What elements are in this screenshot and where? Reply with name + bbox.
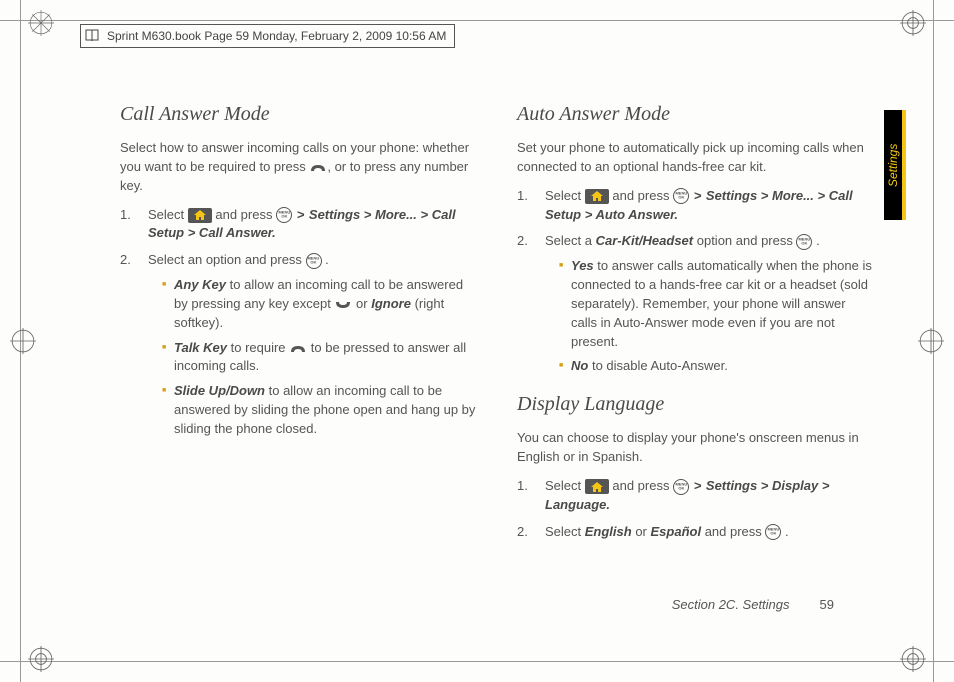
bullet-item: No to disable Auto-Answer. bbox=[559, 357, 874, 376]
step-item: 2. Select an option and press MENUOK . A… bbox=[138, 251, 477, 439]
intro-text: You can choose to display your phone's o… bbox=[517, 429, 874, 467]
book-header-text: Sprint M630.book Page 59 Monday, Februar… bbox=[107, 29, 446, 43]
bullet-item: Talk Key to require to be pressed to ans… bbox=[162, 339, 477, 377]
registration-mark-icon bbox=[900, 646, 926, 672]
registration-mark-icon bbox=[28, 646, 54, 672]
menu-ok-icon: MENUOK bbox=[796, 234, 812, 250]
registration-mark-icon bbox=[28, 10, 54, 36]
footer-page-number: 59 bbox=[820, 597, 834, 612]
step-item: 1. Select and press MENUOK > Settings > … bbox=[535, 477, 874, 515]
book-header: Sprint M630.book Page 59 Monday, Februar… bbox=[80, 24, 455, 48]
side-tab: Settings bbox=[884, 110, 906, 220]
end-key-icon bbox=[334, 298, 352, 311]
step-item: 1. Select and press MENUOK > Settings > … bbox=[535, 187, 874, 225]
heading-display-language: Display Language bbox=[517, 390, 874, 419]
home-key-icon bbox=[188, 208, 212, 223]
bullet-item: Yes to answer calls automatically when t… bbox=[559, 257, 874, 351]
home-key-icon bbox=[585, 479, 609, 494]
side-tab-accent bbox=[902, 110, 906, 220]
menu-ok-icon: MENUOK bbox=[276, 207, 292, 223]
menu-ok-icon: MENUOK bbox=[306, 253, 322, 269]
step-item: 1. Select and press MENUOK > Settings > … bbox=[138, 206, 477, 244]
talk-key-icon bbox=[289, 342, 307, 355]
menu-ok-icon: MENUOK bbox=[673, 188, 689, 204]
registration-mark-icon bbox=[900, 10, 926, 36]
step-item: 2. Select a Car-Kit/Headset option and p… bbox=[535, 232, 874, 376]
footer-section: Section 2C. Settings bbox=[672, 597, 790, 612]
crop-line bbox=[0, 661, 954, 662]
registration-mark-icon bbox=[10, 328, 36, 354]
intro-text: Set your phone to automatically pick up … bbox=[517, 139, 874, 177]
heading-auto-answer: Auto Answer Mode bbox=[517, 100, 874, 129]
talk-key-icon bbox=[309, 161, 327, 174]
menu-ok-icon: MENUOK bbox=[673, 479, 689, 495]
left-column: Call Answer Mode Select how to answer in… bbox=[120, 100, 477, 622]
registration-mark-icon bbox=[918, 328, 944, 354]
heading-call-answer: Call Answer Mode bbox=[120, 100, 477, 129]
home-key-icon bbox=[585, 189, 609, 204]
intro-text: Select how to answer incoming calls on y… bbox=[120, 139, 477, 196]
side-tab-label: Settings bbox=[884, 110, 902, 220]
page-footer: Section 2C. Settings 59 bbox=[672, 597, 834, 612]
right-column: Auto Answer Mode Set your phone to autom… bbox=[517, 100, 874, 622]
book-icon bbox=[83, 27, 101, 45]
step-item: 2. Select English or Español and press M… bbox=[535, 523, 874, 542]
crop-line bbox=[0, 20, 954, 21]
bullet-item: Any Key to allow an incoming call to be … bbox=[162, 276, 477, 333]
menu-ok-icon: MENUOK bbox=[765, 524, 781, 540]
bullet-item: Slide Up/Down to allow an incoming call … bbox=[162, 382, 477, 439]
